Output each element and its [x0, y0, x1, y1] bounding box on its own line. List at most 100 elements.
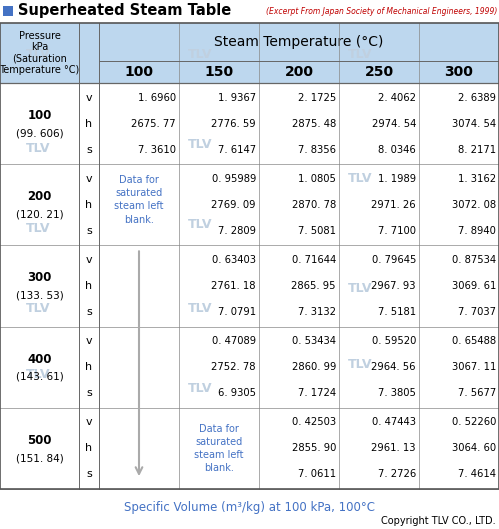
Text: 3072. 08: 3072. 08: [452, 200, 496, 210]
Text: 2761. 18: 2761. 18: [212, 281, 256, 291]
Text: 0. 59520: 0. 59520: [372, 336, 416, 346]
Text: 300: 300: [445, 65, 474, 79]
Text: s: s: [86, 469, 92, 479]
Text: (151. 84): (151. 84): [15, 453, 63, 463]
Text: 0. 87534: 0. 87534: [452, 255, 496, 265]
Text: 2875. 48: 2875. 48: [292, 118, 336, 129]
Text: 1. 9367: 1. 9367: [218, 93, 256, 103]
Text: 0. 79645: 0. 79645: [372, 255, 416, 265]
Text: 7. 5181: 7. 5181: [378, 307, 416, 317]
Text: Steam Temperature (°C): Steam Temperature (°C): [214, 35, 384, 49]
Text: 0. 65488: 0. 65488: [452, 336, 496, 346]
Text: s: s: [86, 226, 92, 236]
Text: (120. 21): (120. 21): [15, 209, 63, 220]
Text: 2. 4062: 2. 4062: [378, 93, 416, 103]
Bar: [0, 23, 499, 83]
Text: Superheated Steam Table: Superheated Steam Table: [18, 4, 231, 19]
Text: 2974. 54: 2974. 54: [372, 118, 416, 129]
Text: Data for
saturated
steam left
blank.: Data for saturated steam left blank.: [194, 424, 244, 473]
Text: 1. 1989: 1. 1989: [378, 174, 416, 184]
Text: h: h: [85, 443, 92, 453]
Text: 3064. 60: 3064. 60: [452, 443, 496, 453]
Text: h: h: [85, 118, 92, 129]
Text: 7. 4614: 7. 4614: [458, 469, 496, 479]
Text: 8. 2171: 8. 2171: [458, 144, 496, 154]
Text: 7. 8356: 7. 8356: [298, 144, 336, 154]
Text: 100: 100: [124, 65, 154, 79]
Text: 8. 0346: 8. 0346: [378, 144, 416, 154]
Text: h: h: [85, 281, 92, 291]
Text: TLV: TLV: [348, 172, 372, 186]
Text: 2675. 77: 2675. 77: [131, 118, 176, 129]
Text: TLV: TLV: [26, 368, 50, 380]
Text: 7. 0791: 7. 0791: [218, 307, 256, 317]
Text: 7. 7037: 7. 7037: [458, 307, 496, 317]
Text: 0. 47089: 0. 47089: [212, 336, 256, 346]
Text: 0. 53434: 0. 53434: [292, 336, 336, 346]
Text: 7. 7100: 7. 7100: [378, 226, 416, 236]
Text: v: v: [86, 174, 92, 184]
Text: TLV: TLV: [188, 303, 212, 315]
Text: s: s: [86, 307, 92, 317]
Text: Copyright TLV CO., LTD.: Copyright TLV CO., LTD.: [381, 516, 496, 526]
Text: Specific Volume (m³/kg) at 100 kPa, 100°C: Specific Volume (m³/kg) at 100 kPa, 100°…: [124, 500, 375, 514]
Bar: [0, 83, 499, 489]
Text: 250: 250: [364, 65, 394, 79]
Text: 7. 0611: 7. 0611: [298, 469, 336, 479]
Text: TLV: TLV: [26, 142, 50, 156]
Text: 1. 6960: 1. 6960: [138, 93, 176, 103]
Text: 2776. 59: 2776. 59: [212, 118, 256, 129]
Text: (99. 606): (99. 606): [15, 129, 63, 139]
Text: Pressure
kPa
(Saturation
Temperature °C): Pressure kPa (Saturation Temperature °C): [0, 31, 80, 76]
Text: 7. 6147: 7. 6147: [218, 144, 256, 154]
Bar: [3, 6, 13, 16]
Text: (133. 53): (133. 53): [15, 291, 63, 301]
Text: TLV: TLV: [348, 282, 372, 296]
Text: 500: 500: [27, 434, 52, 447]
Text: 0. 42503: 0. 42503: [292, 417, 336, 427]
Text: 2. 6389: 2. 6389: [458, 93, 496, 103]
Text: 6. 9305: 6. 9305: [218, 388, 256, 398]
Text: 7. 3805: 7. 3805: [378, 388, 416, 398]
Text: TLV: TLV: [188, 217, 212, 231]
Text: (143. 61): (143. 61): [15, 372, 63, 382]
Text: s: s: [86, 144, 92, 154]
Text: 0. 47443: 0. 47443: [372, 417, 416, 427]
Text: s: s: [86, 388, 92, 398]
Text: 7. 2726: 7. 2726: [378, 469, 416, 479]
Text: TLV: TLV: [26, 303, 50, 315]
Text: 7. 8940: 7. 8940: [458, 226, 496, 236]
Text: v: v: [86, 336, 92, 346]
Text: 400: 400: [27, 353, 52, 366]
Text: 7. 1724: 7. 1724: [298, 388, 336, 398]
Text: Data for
saturated
steam left
blank.: Data for saturated steam left blank.: [114, 175, 164, 225]
Text: 1. 0805: 1. 0805: [298, 174, 336, 184]
Text: 2865. 95: 2865. 95: [291, 281, 336, 291]
Text: 2971. 26: 2971. 26: [371, 200, 416, 210]
Text: 2961. 13: 2961. 13: [371, 443, 416, 453]
Text: (Excerpt From Japan Society of Mechanical Engineers, 1999): (Excerpt From Japan Society of Mechanica…: [265, 6, 497, 15]
Text: 7. 3610: 7. 3610: [138, 144, 176, 154]
Text: TLV: TLV: [26, 48, 50, 60]
Text: 150: 150: [205, 65, 234, 79]
Text: 3069. 61: 3069. 61: [452, 281, 496, 291]
Text: h: h: [85, 362, 92, 372]
Text: 2967. 93: 2967. 93: [371, 281, 416, 291]
Text: 1. 3162: 1. 3162: [458, 174, 496, 184]
Text: 0. 95989: 0. 95989: [212, 174, 256, 184]
Text: 0. 63403: 0. 63403: [212, 255, 256, 265]
Text: 200: 200: [27, 190, 52, 203]
Text: 2855. 90: 2855. 90: [291, 443, 336, 453]
Text: v: v: [86, 93, 92, 103]
Text: 7. 3132: 7. 3132: [298, 307, 336, 317]
Text: 200: 200: [284, 65, 313, 79]
Text: TLV: TLV: [348, 48, 372, 60]
Text: h: h: [85, 200, 92, 210]
Text: 3067. 11: 3067. 11: [452, 362, 496, 372]
Text: v: v: [86, 255, 92, 265]
Text: 2870. 78: 2870. 78: [292, 200, 336, 210]
Text: 100: 100: [27, 109, 52, 122]
Text: TLV: TLV: [188, 138, 212, 150]
Text: 2. 1725: 2. 1725: [298, 93, 336, 103]
Text: 7. 5081: 7. 5081: [298, 226, 336, 236]
